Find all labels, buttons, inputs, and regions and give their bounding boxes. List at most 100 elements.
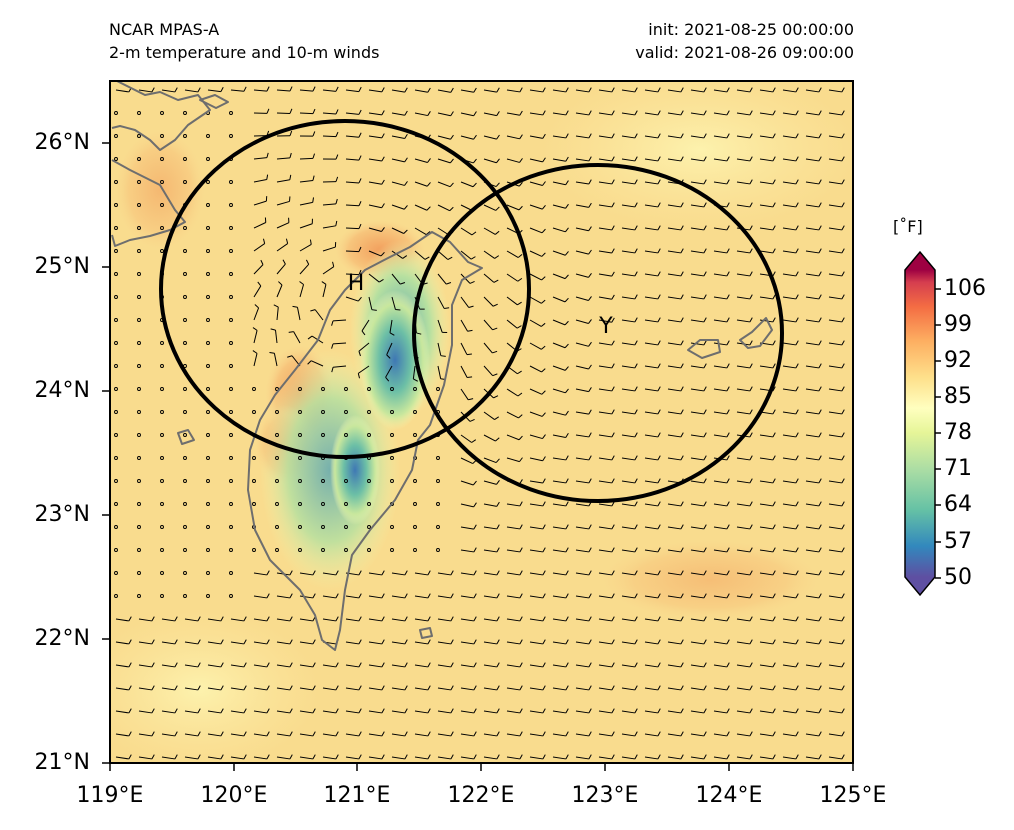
wind-barb	[782, 480, 796, 484]
wind-barb-flag	[197, 87, 201, 93]
wind-barb	[759, 135, 773, 139]
wind-barb	[667, 89, 681, 93]
calm-wind-marker	[137, 594, 141, 598]
calm-wind-marker	[229, 272, 233, 276]
wind-barb-flag	[657, 340, 661, 346]
wind-barb-flag	[307, 360, 312, 365]
wind-barb	[621, 595, 635, 599]
wind-barb	[506, 112, 520, 116]
wind-barb	[161, 664, 175, 668]
wind-barb-flag	[726, 685, 730, 691]
wind-barb-flag	[266, 570, 270, 576]
wind-barb-flag	[634, 271, 638, 277]
wind-barb	[713, 273, 727, 277]
wind-barb	[483, 526, 497, 530]
wind-barb	[299, 264, 310, 275]
wind-barb	[276, 710, 290, 714]
calm-wind-marker	[137, 571, 141, 575]
wind-barb	[667, 204, 681, 208]
wind-barb-flag	[371, 309, 377, 311]
wind-barb	[345, 618, 359, 622]
wind-barb	[805, 503, 819, 507]
calm-wind-marker	[137, 433, 141, 437]
wind-barb	[759, 618, 773, 622]
wind-barb-flag	[795, 685, 799, 691]
wind-barb	[299, 284, 305, 298]
wind-barb	[644, 549, 658, 553]
wind-barb	[552, 365, 566, 371]
wind-barb-flag	[657, 570, 661, 576]
calm-wind-marker	[436, 502, 440, 506]
wind-barb-flag	[541, 390, 546, 395]
wind-barb	[368, 89, 382, 93]
wind-barb	[276, 222, 290, 229]
wind-barb	[293, 331, 301, 344]
wind-barb-flag	[772, 432, 776, 438]
wind-barb-flag	[564, 366, 569, 371]
calm-wind-marker	[344, 410, 348, 414]
wind-barb-flag	[657, 547, 661, 553]
calm-wind-marker	[229, 226, 233, 230]
wind-barb-flag	[494, 230, 500, 235]
wind-barb-flag	[541, 204, 546, 210]
lat-tick-label: 25°N	[34, 254, 90, 279]
wind-barb	[322, 284, 327, 298]
wind-barb-flag	[818, 87, 822, 93]
wind-barb	[368, 664, 382, 668]
wind-barb-flag	[772, 133, 776, 139]
wind-barb	[575, 181, 589, 185]
wind-barb-flag	[565, 388, 569, 394]
wind-barb-flag	[519, 501, 523, 507]
calm-wind-marker	[206, 364, 210, 368]
calm-wind-marker	[367, 525, 371, 529]
wind-barb	[391, 89, 405, 93]
wind-barb-flag	[174, 662, 178, 668]
wind-barb	[805, 641, 819, 645]
wind-barb-flag	[726, 317, 730, 323]
wind-barb	[782, 319, 796, 323]
wind-barb	[621, 733, 635, 737]
wind-barb-flag	[243, 639, 247, 645]
wind-barb	[805, 480, 819, 484]
wind-barb	[460, 595, 474, 599]
wind-barb-flag	[289, 754, 293, 760]
wind-barb-flag	[841, 639, 845, 645]
wind-barb	[529, 457, 543, 462]
calm-wind-marker	[298, 548, 302, 552]
wind-barb-flag	[772, 593, 776, 599]
wind-barb	[322, 572, 336, 576]
pale-region	[110, 610, 320, 763]
wind-barb	[115, 710, 129, 714]
wind-barb	[805, 365, 819, 369]
calm-wind-marker	[275, 479, 279, 483]
wind-barb	[667, 296, 681, 300]
wind-barb	[782, 457, 796, 461]
wind-barb	[506, 641, 520, 645]
wind-barb-flag	[588, 524, 592, 530]
wind-barb	[322, 733, 336, 737]
wind-barb	[713, 388, 727, 392]
wind-barb	[506, 710, 520, 714]
wind-barb	[299, 664, 313, 668]
circle-y	[412, 163, 784, 503]
wind-barb	[644, 733, 658, 737]
wind-barb	[690, 250, 704, 254]
calm-wind-marker	[229, 318, 233, 322]
calm-wind-marker	[390, 479, 394, 483]
wind-barb	[690, 687, 704, 691]
wind-barb	[391, 710, 405, 714]
wind-barb-flag	[496, 754, 500, 760]
wind-barb	[644, 595, 658, 599]
wind-barb-flag	[542, 593, 546, 599]
wind-barb-flag	[404, 570, 408, 576]
wind-barb	[782, 572, 796, 576]
wind-barb	[598, 158, 612, 162]
wind-barb	[529, 319, 542, 327]
wind-barb-flag	[357, 296, 362, 302]
wind-barb	[460, 687, 474, 691]
wind-barb	[460, 710, 474, 714]
wind-barb	[667, 549, 681, 553]
calm-wind-marker	[183, 571, 187, 575]
wind-barb	[299, 572, 313, 576]
wind-barb	[552, 250, 566, 256]
